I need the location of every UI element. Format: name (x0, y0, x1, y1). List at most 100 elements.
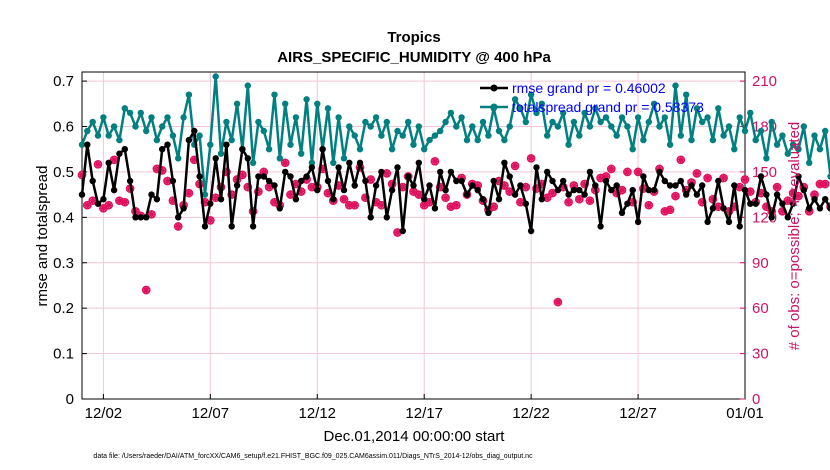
spread-point (709, 136, 717, 144)
x-tick-label: 12/27 (619, 405, 657, 422)
obs-evaluated-marker (174, 222, 182, 230)
spread-point (314, 100, 321, 108)
spread-point (784, 150, 791, 157)
rmse-point (725, 218, 733, 226)
spread-point (560, 109, 567, 117)
spread-point (249, 159, 257, 166)
obs-evaluated-marker (110, 156, 118, 164)
spread-point (618, 114, 626, 121)
rmse-point (618, 209, 626, 216)
rmse-point (517, 182, 524, 189)
obs-evaluated-marker (238, 171, 246, 179)
obs-evaluated-marker (335, 182, 343, 190)
spread-point (383, 118, 390, 126)
rmse-point (688, 182, 695, 189)
spread-point (94, 132, 102, 139)
spread-point (175, 155, 182, 162)
spread-point (768, 118, 775, 126)
obs-evaluated-marker (228, 191, 236, 199)
obs-possible-marker (553, 297, 563, 307)
obs-evaluated-marker (83, 201, 91, 209)
spread-point (816, 146, 824, 153)
obs-evaluated-marker (185, 189, 193, 197)
spread-point (89, 118, 96, 126)
rmse-point (453, 177, 460, 185)
spread-point (517, 105, 524, 112)
rmse-point (89, 177, 96, 185)
spread-point (602, 114, 610, 121)
rmse-point (415, 159, 422, 166)
obs-possible-marker (462, 190, 472, 199)
rmse-point (576, 186, 583, 194)
obs-evaluated-marker (78, 171, 86, 179)
rmse-point (549, 177, 556, 185)
rmse-point (469, 182, 476, 189)
rmse-point (372, 182, 380, 189)
rmse-point (538, 196, 545, 203)
spread-point (757, 127, 765, 135)
rmse-point (421, 196, 428, 203)
spread-point (677, 132, 684, 139)
rmse-point (207, 200, 214, 207)
spread-point (501, 136, 508, 144)
spread-point (405, 118, 412, 126)
spread-point (688, 136, 695, 144)
obs-evaluated-marker (607, 165, 615, 173)
obs-evaluated-marker (639, 185, 647, 193)
rmse-point (479, 196, 487, 203)
obs-possible-marker (826, 202, 830, 212)
rmse-point (137, 214, 144, 221)
spread-point (265, 146, 273, 153)
spread-point (741, 127, 749, 135)
spread-point (255, 118, 262, 126)
spread-point (458, 114, 465, 121)
spread-point (180, 114, 187, 121)
rmse-point (779, 200, 786, 207)
rmse-point (314, 186, 321, 194)
rmse-point (709, 205, 717, 212)
footer-file-path: data file: /Users/raeder/DAI/ATM_forcXX/… (93, 453, 533, 460)
obs-evaluated-marker (677, 156, 685, 164)
rmse-point (640, 173, 647, 180)
obs-evaluated-marker (645, 201, 653, 209)
spread-point (715, 105, 722, 112)
obs-evaluated-marker (816, 180, 824, 188)
rmse-point (175, 214, 182, 221)
rmse-point (447, 168, 455, 176)
spread-point (137, 109, 144, 117)
spread-point (356, 146, 364, 153)
obs-evaluated-marker (565, 198, 573, 206)
rmse-point (169, 177, 177, 185)
obs-possible-marker (703, 173, 712, 183)
obs-evaluated-marker (709, 195, 717, 203)
spread-point (367, 123, 374, 130)
rmse-point (319, 146, 326, 153)
rmse-point (565, 191, 572, 198)
obs-possible-marker (93, 159, 103, 169)
obs-possible-marker (623, 167, 632, 177)
spread-point (287, 141, 294, 148)
obs-possible-marker (82, 200, 92, 210)
obs-evaluated-marker (720, 174, 728, 182)
obs-evaluated-marker (575, 195, 583, 203)
obs-evaluated-marker (613, 189, 621, 197)
y-tick-label: 0.7 (53, 73, 74, 90)
obs-evaluated-marker (538, 180, 546, 188)
y-right-tick-label: 150 (752, 164, 777, 181)
obs-possible-marker (526, 153, 536, 163)
rmse-point (554, 186, 562, 194)
rmse-point (84, 141, 91, 148)
obs-evaluated-marker (99, 204, 107, 212)
obs-possible-marker (644, 200, 654, 210)
rmse-point (121, 146, 128, 153)
obs-evaluated-marker (618, 186, 626, 194)
obs-evaluated-marker (410, 188, 417, 196)
y-tick-label: 0.1 (53, 346, 74, 363)
obs-possible-marker (820, 179, 830, 189)
y-tick-label: 0.3 (53, 255, 74, 272)
rmse-point (752, 200, 759, 207)
obs-evaluated-marker (383, 169, 391, 177)
spread-point (533, 109, 540, 117)
spread-point (763, 155, 770, 162)
rmse-point (239, 146, 246, 153)
